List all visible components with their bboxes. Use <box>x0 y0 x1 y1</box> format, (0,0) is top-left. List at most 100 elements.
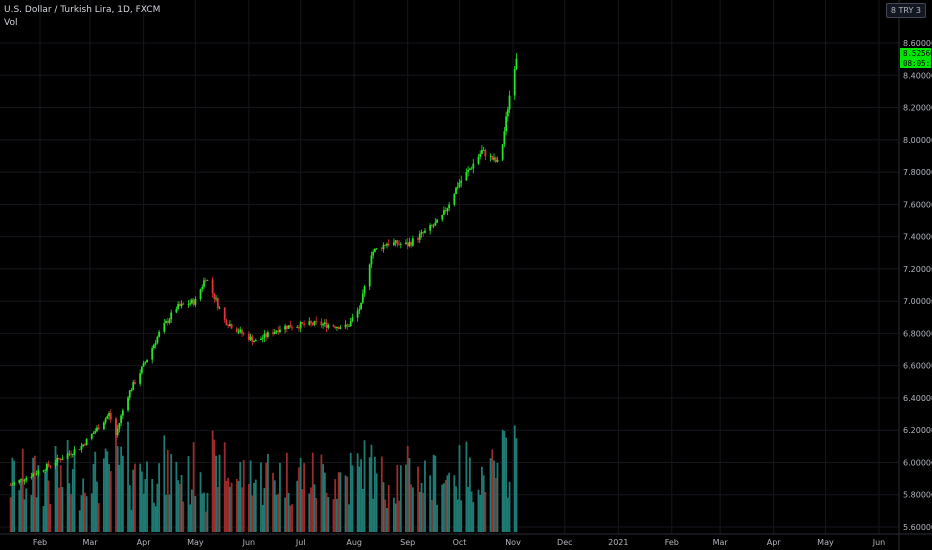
candle-body <box>399 244 402 245</box>
price-axis[interactable]: 8.60000 8.40000 8.20000 8.00000 7.80000 7.600… <box>903 39 932 532</box>
candle-body <box>192 299 195 305</box>
candle-body <box>472 163 475 169</box>
symbol-title[interactable]: U.S. Dollar / Turkish Lira, 1D, FXCM <box>4 5 161 15</box>
volume-bar <box>59 465 62 532</box>
volume-bar <box>482 475 485 532</box>
volume-bar <box>508 481 511 532</box>
candle-body <box>289 325 292 328</box>
candle-body <box>410 242 413 246</box>
candle-body <box>468 168 471 170</box>
volume-bar <box>54 446 57 532</box>
time-tick-label: Aug <box>346 538 362 547</box>
candle-body <box>66 453 69 459</box>
candle-body <box>408 242 411 247</box>
candle-body <box>315 320 318 322</box>
volume-bar <box>260 462 262 532</box>
candle-body <box>134 382 136 384</box>
candle-body <box>311 323 314 325</box>
volume-bar <box>115 418 117 532</box>
volume-bar <box>253 482 255 532</box>
volume-bar <box>360 459 362 532</box>
volume-bar <box>273 480 276 532</box>
candle-body <box>417 238 419 240</box>
candle-body <box>230 324 233 329</box>
volume-bar <box>339 472 342 532</box>
candle-body <box>458 182 461 187</box>
volume-bar <box>494 477 497 532</box>
volume-bar <box>506 497 509 532</box>
candle-body <box>33 473 36 475</box>
volume-bar <box>477 489 480 532</box>
volume-bar <box>83 492 86 532</box>
volume-bar <box>434 455 437 532</box>
candle-body <box>477 156 480 164</box>
candle-body <box>479 153 482 157</box>
candle-body <box>42 470 45 472</box>
candle-body <box>372 251 375 256</box>
volume-bar <box>199 472 202 532</box>
candle-body <box>496 159 499 162</box>
volume-bar <box>479 494 482 532</box>
volume-bar <box>182 501 185 532</box>
volume-bar <box>453 475 456 532</box>
candle-body <box>313 320 316 325</box>
volume-bar <box>441 484 444 532</box>
volume-bar <box>443 483 445 532</box>
time-axis[interactable]: Feb Mar Apr May Jun Jul Aug Sep Oct Nov Dec 2021 Feb… <box>33 538 885 547</box>
volume-bar <box>97 503 100 532</box>
candle-body <box>398 244 400 246</box>
candle-body <box>82 444 85 447</box>
candle-body <box>165 321 167 324</box>
candle-body <box>368 264 371 287</box>
volume-indicator-label[interactable]: Vol <box>4 18 18 28</box>
volume-bar <box>35 497 38 532</box>
volume-bar <box>18 490 21 532</box>
volume-bar <box>417 466 419 532</box>
time-tick-label: Feb <box>33 538 47 547</box>
candle-body <box>70 453 72 455</box>
volume-bar <box>408 458 411 532</box>
volume-bar <box>406 445 409 532</box>
volume-bar <box>11 457 14 532</box>
volume-bar <box>20 480 22 532</box>
volume-bar <box>134 463 136 532</box>
volume-bar <box>296 480 299 532</box>
candle-body <box>382 244 385 249</box>
candle-body <box>49 465 52 467</box>
time-tick-label: Apr <box>137 538 152 547</box>
candle-body <box>448 204 451 208</box>
volume-bar <box>211 430 214 532</box>
volume-bar <box>399 465 402 532</box>
candle-body <box>406 242 409 247</box>
volume-bar <box>505 437 507 532</box>
volume-bar <box>436 504 438 532</box>
time-tick-label: Oct <box>453 538 467 547</box>
price-tick-label: 6.00000 <box>903 458 932 467</box>
volume-bar <box>144 479 147 532</box>
volume-bar <box>166 449 169 532</box>
volume-bar <box>503 430 506 532</box>
candle-body <box>361 293 364 303</box>
currency-button[interactable]: 8 TRY 3 <box>885 3 926 18</box>
candle-body <box>380 248 383 250</box>
candle-body <box>94 431 97 433</box>
volume-bar <box>90 493 93 532</box>
candle-body <box>128 390 131 398</box>
candle-body <box>21 478 24 481</box>
candle-body <box>216 298 219 308</box>
candle-body <box>327 325 330 328</box>
price-tick-label: 7.40000 <box>903 233 932 242</box>
candle-body <box>392 242 395 246</box>
volume-bar <box>68 483 71 532</box>
volume-bar <box>405 464 407 532</box>
volume-bar <box>266 453 269 532</box>
volume-bar <box>496 462 499 532</box>
candle-body <box>204 280 207 282</box>
volume-bar <box>484 491 487 532</box>
volume-bar <box>44 471 47 532</box>
candle-body <box>396 240 399 245</box>
candle-body <box>249 336 252 341</box>
time-tick-label: Jun <box>242 538 256 547</box>
candle-body <box>96 427 98 432</box>
